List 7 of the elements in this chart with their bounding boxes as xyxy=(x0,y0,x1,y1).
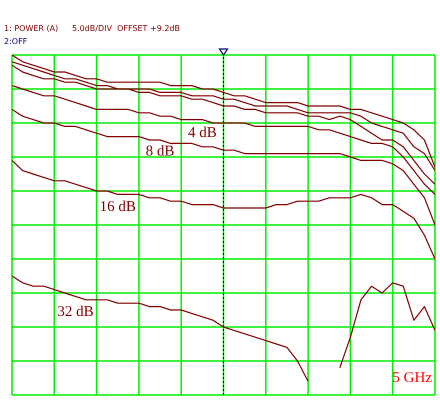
text: 1: POWER (A) xyxy=(4,24,58,33)
series-label: 8 dB xyxy=(146,143,174,160)
text: 2:OFF xyxy=(4,37,28,46)
text: 5.0dB/DIV OFFSET +9.2dB xyxy=(72,24,180,33)
series-label: 4 dB xyxy=(188,125,217,142)
series-label: 16 dB xyxy=(100,198,136,215)
series-label: 32 dB xyxy=(57,304,94,320)
